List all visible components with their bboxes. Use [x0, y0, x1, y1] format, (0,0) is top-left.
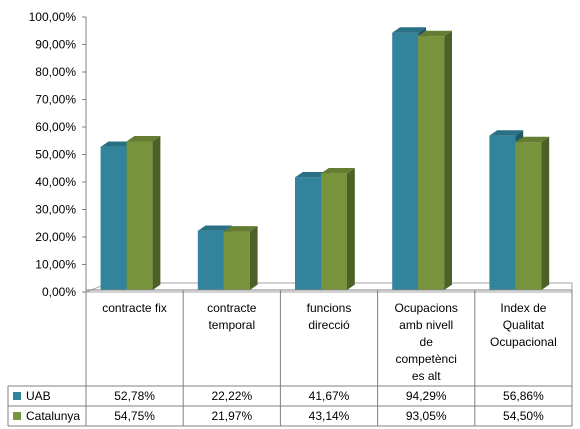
bar-catalunya-side	[444, 30, 452, 291]
category-label: es alt	[412, 369, 441, 383]
category-label: Ocupacions	[395, 301, 458, 315]
legend-key-uab	[13, 392, 21, 400]
category-label: funcions	[307, 301, 352, 315]
y-tick-label: 80,00%	[35, 65, 76, 79]
category-label: Index de	[500, 301, 546, 315]
series-name: UAB	[26, 389, 51, 403]
data-value: 52,78%	[114, 389, 155, 403]
data-value: 56,86%	[503, 389, 544, 403]
data-value: 41,67%	[309, 389, 350, 403]
bar-catalunya-front	[515, 142, 542, 290]
bar-uab-front	[295, 177, 321, 290]
category-label: competènci	[396, 352, 457, 366]
y-tick-label: 50,00%	[35, 148, 76, 162]
bar-catalunya-top	[418, 30, 452, 37]
category-label: amb nivell	[399, 318, 453, 332]
series-name: Catalunya	[26, 409, 80, 423]
y-tick-label: 0,00%	[42, 285, 76, 299]
bar-catalunya-front	[223, 231, 250, 290]
bar-catalunya-side	[152, 136, 161, 290]
category-label: Qualitat	[503, 318, 545, 332]
category-label: direcció	[308, 318, 350, 332]
y-tick-label: 30,00%	[35, 203, 76, 217]
data-value: 21,97%	[211, 409, 252, 423]
bar-catalunya-side	[541, 136, 550, 290]
category-label: contracte fix	[102, 301, 167, 315]
bar-uab-top	[392, 27, 426, 33]
y-tick-label: 90,00%	[35, 38, 76, 52]
category-label: de	[420, 335, 434, 349]
data-value: 43,14%	[309, 409, 350, 423]
bar-catalunya-side	[249, 226, 258, 290]
y-tick-label: 70,00%	[35, 93, 76, 107]
bar-uab-top	[295, 172, 329, 178]
bar-uab-top	[489, 130, 524, 136]
data-value: 93,05%	[406, 409, 447, 423]
bar-uab-front	[489, 135, 516, 290]
bar-uab-top	[100, 141, 135, 147]
bar-catalunya-top	[321, 167, 355, 174]
y-tick-label: 20,00%	[35, 230, 76, 244]
category-label: Ocupacional	[490, 335, 557, 349]
legend-key-catalunya	[13, 412, 21, 420]
y-tick-label: 60,00%	[35, 120, 76, 134]
bar-catalunya-front	[126, 141, 153, 290]
y-tick-label: 40,00%	[35, 175, 76, 189]
y-tick-label: 10,00%	[35, 258, 76, 272]
category-label: temporal	[208, 318, 255, 332]
bar-uab-front	[197, 230, 224, 290]
bar-uab-top	[197, 225, 232, 231]
bar-catalunya-top	[126, 136, 161, 142]
data-value: 94,29%	[406, 389, 447, 403]
y-tick-label: 100,00%	[29, 10, 77, 24]
data-value: 22,22%	[211, 389, 252, 403]
bar-catalunya-top	[223, 226, 258, 232]
category-label: contracte	[207, 301, 257, 315]
bar-catalunya-top	[515, 136, 550, 143]
bar-catalunya-front	[418, 36, 445, 290]
data-value: 54,75%	[114, 409, 155, 423]
bar-uab-front	[100, 146, 127, 290]
bar-uab-front	[392, 32, 419, 290]
bar-catalunya-front	[321, 173, 347, 290]
data-value: 54,50%	[503, 409, 544, 423]
bar-catalunya-side	[347, 167, 355, 290]
